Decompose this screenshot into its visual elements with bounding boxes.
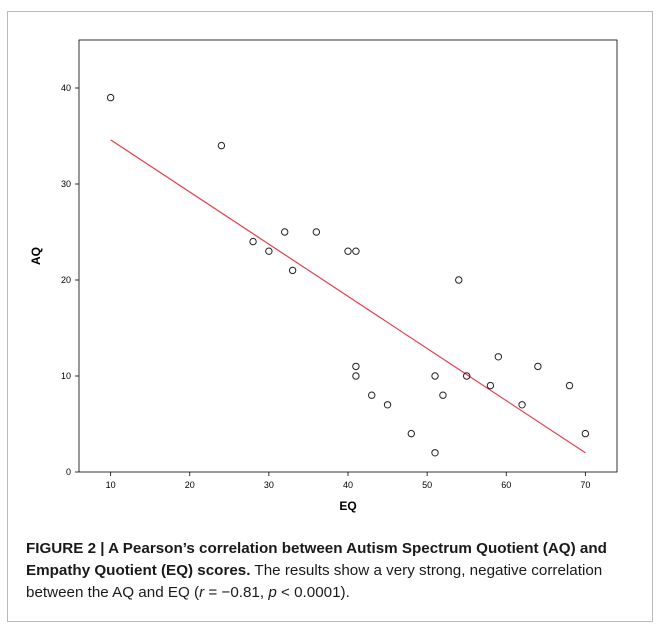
caption-p-symbol: p [268,584,277,601]
data-point [462,372,471,380]
y-tick-label: 30 [61,179,71,189]
data-point [312,228,321,236]
data-point [249,237,257,246]
data-point [581,429,590,438]
data-point [407,429,415,438]
regression-line [110,139,586,454]
x-tick-label: 20 [185,480,195,490]
caption-title: A Pearson’s correlation between Autism S… [26,540,607,579]
y-tick-label: 40 [61,83,71,93]
caption-r-value: = −0.81, [204,584,269,601]
caption-text: The results show a very strong, negative… [26,562,603,601]
data-points [106,93,590,457]
x-tick-label: 30 [264,480,274,490]
data-point [344,247,352,255]
x-tick-label: 70 [580,480,590,490]
y-axis: 0 10 20 30 40 [61,83,79,477]
x-tick-label: 50 [422,480,432,490]
caption-p-value: < 0.0001). [276,584,350,601]
data-point [534,362,542,371]
scatter-chart: 10 20 30 40 50 60 70 0 10 20 30 40 EQ AQ [29,39,618,513]
figure-label: FIGURE 2 | [26,540,109,557]
y-tick-label: 10 [61,371,71,381]
data-point [106,93,115,102]
x-tick-label: 60 [501,480,511,490]
data-point [352,362,360,371]
data-point [455,276,463,284]
x-tick-label: 10 [106,480,116,490]
data-point [565,381,574,390]
data-point [281,228,289,236]
data-point [217,141,226,150]
data-point [486,381,495,390]
data-point [265,247,273,255]
data-point [494,353,503,361]
caption-r-symbol: r [199,584,205,601]
x-tick-label: 40 [343,480,353,490]
y-axis-title: AQ [29,247,43,265]
data-point [431,449,439,457]
data-point [352,247,360,255]
y-tick-label: 20 [61,275,71,285]
figure-caption: FIGURE 2 | A Pearson’s correlation betwe… [26,538,646,604]
plot-area [78,39,618,473]
data-point [439,391,447,399]
data-point [368,391,376,399]
data-point [431,372,439,380]
x-axis: 10 20 30 40 50 60 70 [106,472,590,490]
data-point [383,401,392,409]
x-axis-title: EQ [339,499,356,513]
data-point [288,266,297,275]
data-point [518,401,526,409]
data-point [352,372,360,380]
y-tick-label: 0 [66,467,71,477]
